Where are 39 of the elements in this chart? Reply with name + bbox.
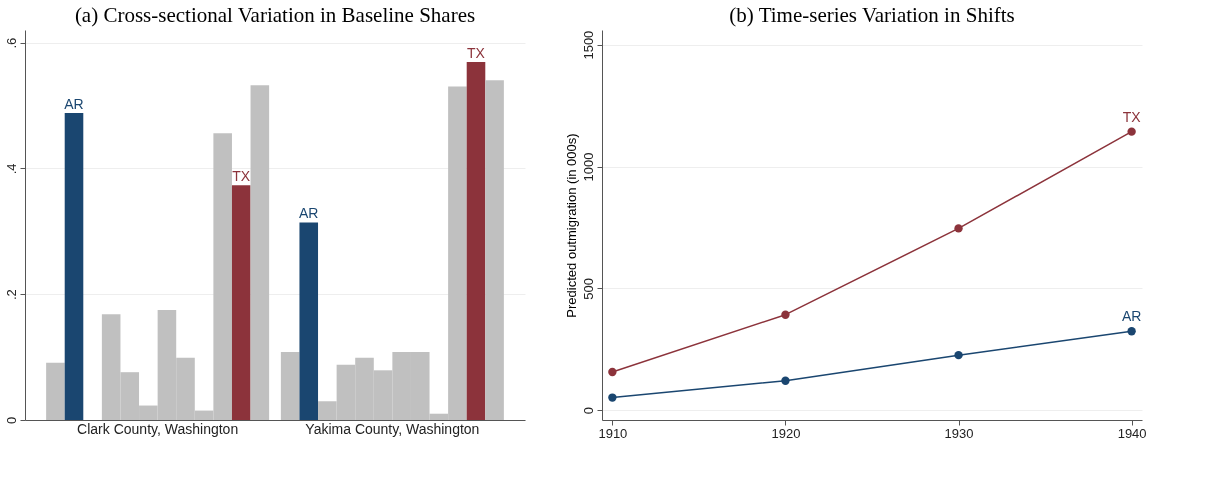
bar	[250, 85, 270, 420]
series-label: AR	[64, 96, 84, 113]
x-tick-label: 1940	[1117, 425, 1147, 441]
bar	[280, 352, 300, 420]
point	[781, 376, 790, 385]
series-label: TX	[232, 168, 251, 185]
x-tick-label: 1910	[598, 425, 628, 441]
point	[954, 224, 963, 233]
point	[954, 350, 963, 360]
y-tick-label: 0	[580, 407, 596, 415]
y-axis-title: Predicted outmigration (in 000s)	[563, 133, 579, 318]
bar	[231, 185, 251, 420]
y-tick-label: .2	[3, 289, 19, 301]
point	[1127, 327, 1136, 336]
text: TX	[467, 45, 485, 62]
chart-title: (a) Cross-sectional Variation in Baseline Shares	[74, 3, 476, 27]
x-tick-label: Yakima County, Washington	[305, 420, 480, 437]
bar	[485, 80, 504, 420]
text: AR	[299, 205, 319, 222]
y-tick-label: .4	[3, 163, 19, 175]
x-tick-label: 1930	[944, 425, 974, 441]
bar	[466, 62, 486, 420]
bar	[46, 362, 65, 420]
bar	[299, 222, 319, 420]
y-tick-label: 1500	[580, 30, 596, 60]
series-label: TX	[1122, 108, 1142, 125]
y-tick-label: 0	[3, 416, 19, 425]
y-tick-label: 1000	[580, 152, 596, 182]
point	[608, 393, 617, 402]
y-tick-label: .6	[3, 37, 19, 49]
y-tick-label: 500	[580, 278, 596, 300]
x-tick-label: 1920	[771, 425, 801, 441]
point	[608, 367, 617, 377]
chart-title: (b) Time-series Variation in Shifts	[729, 3, 1015, 27]
bar	[64, 113, 84, 420]
x-tick-label: Clark County, Washington	[77, 420, 239, 437]
point	[1127, 127, 1136, 136]
series-label: AR	[1121, 308, 1142, 325]
point	[781, 310, 790, 319]
